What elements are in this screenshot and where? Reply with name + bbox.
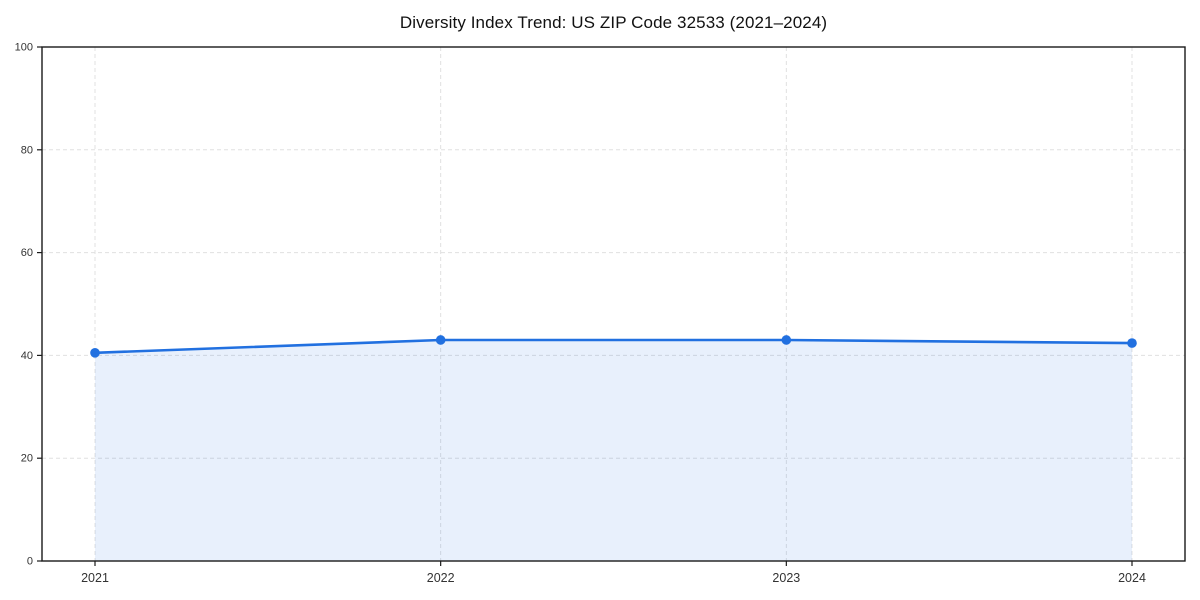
data-point-2023 (781, 335, 792, 345)
x-tick-label: 2023 (772, 571, 800, 585)
x-tick-label: 2021 (81, 571, 109, 585)
y-tick-label: 20 (21, 453, 33, 465)
area-fill (95, 340, 1132, 561)
y-tick-label: 100 (15, 42, 33, 54)
x-tick-label: 2022 (427, 571, 455, 585)
data-point-2024 (1127, 338, 1137, 348)
y-tick-label: 80 (21, 144, 33, 156)
y-tick-label: 40 (21, 350, 33, 362)
chart-title: Diversity Index Trend: US ZIP Code 32533… (399, 13, 828, 32)
x-tick-label: 2024 (1118, 571, 1146, 585)
y-tick-label: 0 (27, 556, 33, 568)
y-tick-label: 60 (21, 247, 33, 259)
data-point-2022 (435, 335, 446, 345)
plot-border (41, 46, 1186, 562)
trend-line (93, 338, 1134, 355)
data-point-2021 (90, 348, 100, 358)
